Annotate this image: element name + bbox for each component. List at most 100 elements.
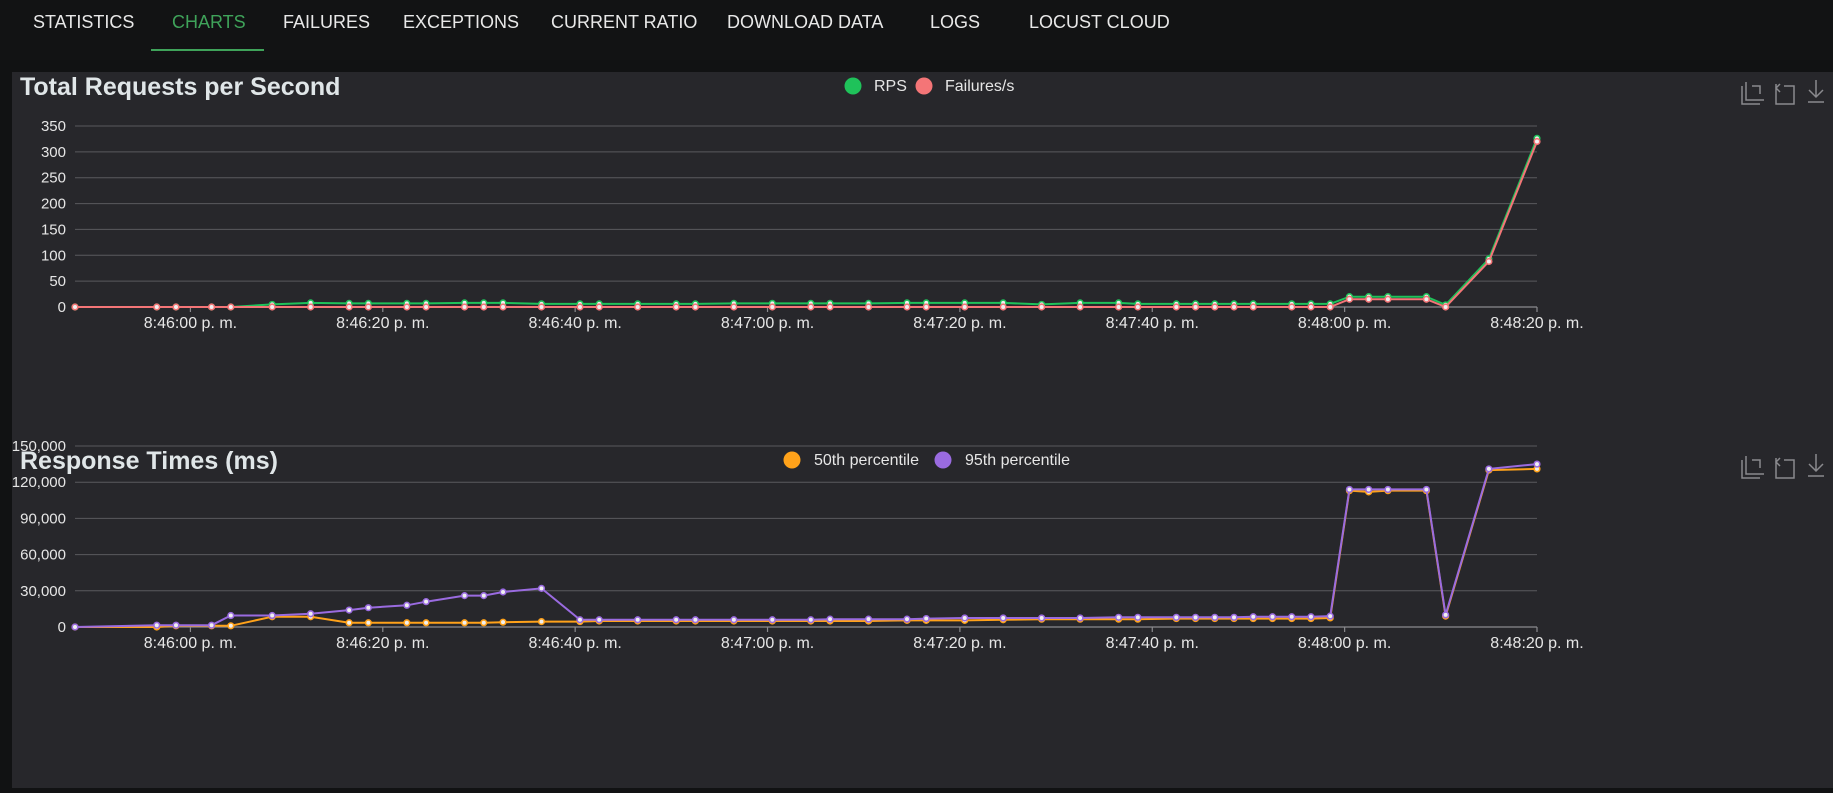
tab-exceptions[interactable]: EXCEPTIONS xyxy=(403,12,520,32)
restore-icon[interactable] xyxy=(1774,83,1795,105)
data-point xyxy=(207,303,216,311)
data-point xyxy=(1268,613,1277,621)
download-icon[interactable] xyxy=(1808,454,1824,477)
data-point xyxy=(537,303,546,311)
data-point xyxy=(595,303,603,311)
tab-logs[interactable]: LOGS xyxy=(930,12,981,32)
rps-gridlines xyxy=(75,125,1537,282)
data-point xyxy=(1038,303,1046,311)
y-tick-label: 350 xyxy=(41,118,66,135)
x-tick-label: 8:46:40 p. m. xyxy=(528,635,621,652)
tab-failures[interactable]: FAILURES xyxy=(283,12,371,32)
x-tick-label: 8:46:00 p. m. xyxy=(144,635,237,652)
data-point xyxy=(1249,303,1257,311)
data-point xyxy=(268,611,276,620)
data-point xyxy=(1442,611,1450,619)
response-times-gridlines xyxy=(75,445,1537,592)
active-tab-indicator xyxy=(151,49,264,51)
data-point xyxy=(1288,613,1296,621)
x-tick-label: 8:47:40 p. m. xyxy=(1106,635,1199,652)
y-tick-label: 300 xyxy=(41,144,66,161)
data-point xyxy=(1038,614,1046,622)
legend-marker-p50 xyxy=(783,451,801,469)
data-point xyxy=(1288,303,1296,311)
rps-legend: RPS Failures/s xyxy=(844,77,1015,96)
response-times-x-axis: 8:46:00 p. m. 8:46:20 p. m. 8:46:40 p. m. 8… xyxy=(75,626,1584,652)
y-tick-label: 60,000 xyxy=(20,547,66,564)
tab-current-ratio[interactable]: CURRENT RATIO xyxy=(551,12,698,32)
data-point xyxy=(307,610,315,618)
y-tick-label: 150 xyxy=(41,221,66,238)
data-point xyxy=(826,303,834,311)
data-point xyxy=(153,303,161,311)
data-point xyxy=(691,303,699,311)
rps-x-axis: 8:46:00 p. m. 8:46:20 p. m. 8:46:40 p. m. 8… xyxy=(75,306,1584,332)
legend-item-p50[interactable]: 50th percentile xyxy=(783,451,920,470)
data-point xyxy=(460,592,469,600)
data-point xyxy=(307,303,315,311)
data-point xyxy=(634,616,642,624)
data-point xyxy=(691,616,699,624)
tab-download-data[interactable]: DOWNLOAD DATA xyxy=(727,12,884,32)
data-point xyxy=(172,303,180,311)
x-tick-label: 8:46:40 p. m. xyxy=(528,315,621,332)
tab-statistics[interactable]: STATISTICS xyxy=(33,12,135,32)
data-point xyxy=(1076,614,1084,622)
data-point xyxy=(403,619,411,627)
zoom-icon[interactable] xyxy=(1741,82,1764,105)
data-point xyxy=(1134,613,1142,621)
data-point xyxy=(499,303,507,311)
data-point xyxy=(1076,303,1084,311)
response-times-chart-title: Response Times (ms) xyxy=(20,447,278,475)
data-point xyxy=(1533,137,1541,146)
data-point xyxy=(999,614,1007,622)
data-point xyxy=(1422,485,1430,494)
data-point xyxy=(460,303,469,311)
data-point xyxy=(634,303,642,311)
y-tick-label: 100 xyxy=(41,247,66,264)
data-point xyxy=(364,619,372,627)
legend-item-rps[interactable]: RPS xyxy=(844,77,907,96)
data-point xyxy=(1485,465,1493,473)
data-point xyxy=(1211,613,1219,621)
data-point xyxy=(537,617,546,626)
data-point xyxy=(768,616,776,624)
legend-item-p95[interactable]: 95th percentile xyxy=(934,451,1071,470)
data-point xyxy=(826,615,834,623)
data-point xyxy=(730,303,738,311)
zoom-icon[interactable] xyxy=(1741,456,1764,479)
legend-item-failures[interactable]: Failures/s xyxy=(915,77,1015,96)
series-line-1 xyxy=(75,141,1538,309)
x-tick-label: 8:47:20 p. m. xyxy=(913,315,1006,332)
data-point xyxy=(480,619,488,627)
data-point xyxy=(345,303,353,311)
data-point xyxy=(1533,460,1541,468)
data-point xyxy=(207,621,216,629)
data-point xyxy=(422,598,430,606)
data-point xyxy=(1326,303,1334,311)
charts-canvas: Total Requests per Second RPS Failures/s xyxy=(12,73,1824,652)
rps-chart-title: Total Requests per Second xyxy=(20,73,340,101)
rps-series xyxy=(71,134,1541,311)
legend-marker-failures xyxy=(915,77,933,95)
data-point xyxy=(961,614,969,622)
data-point xyxy=(576,616,584,624)
rps-toolbox xyxy=(1741,80,1824,105)
tab-locust-cloud[interactable]: LOCUST CLOUD xyxy=(1029,12,1170,32)
data-point xyxy=(499,618,507,626)
data-point xyxy=(403,303,411,311)
data-point xyxy=(227,303,235,311)
tab-charts[interactable]: CHARTS xyxy=(172,12,246,32)
y-tick-label: 200 xyxy=(41,196,66,213)
data-point xyxy=(364,303,372,311)
data-point xyxy=(227,611,235,620)
data-point xyxy=(403,601,411,609)
data-point xyxy=(672,303,680,311)
download-icon[interactable] xyxy=(1808,80,1824,103)
x-tick-label: 8:47:00 p. m. xyxy=(721,635,814,652)
data-point xyxy=(537,584,546,592)
restore-icon[interactable] xyxy=(1774,457,1795,479)
data-point xyxy=(1442,303,1450,311)
data-point xyxy=(1307,613,1315,621)
data-point xyxy=(961,303,969,311)
